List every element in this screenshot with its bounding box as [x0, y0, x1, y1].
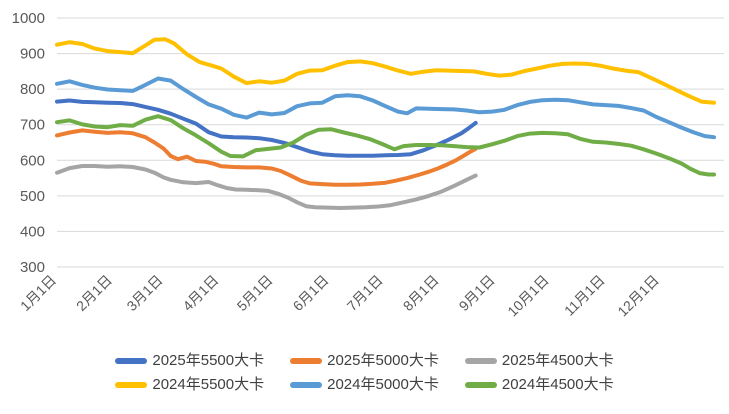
x-axis-tick-label: 11月1日	[561, 272, 608, 319]
legend-label: 2025年5500大卡	[152, 352, 265, 369]
x-axis-tick-label: 2月1日	[73, 272, 115, 314]
legend-row: 2025年5500大卡 2025年5000大卡 2025年4500大卡	[115, 352, 614, 370]
y-axis-tick-label: 800	[20, 81, 45, 98]
series-line-2025年4500大卡	[55, 164, 478, 210]
y-axis-tick-label: 400	[20, 223, 45, 240]
legend-marker-icon	[115, 358, 148, 364]
series-line-2025年5500大卡	[55, 98, 478, 158]
y-axis-tick-label: 1000	[12, 10, 45, 27]
series-line-2024年5000大卡	[55, 76, 716, 140]
legend-marker-icon	[290, 358, 323, 364]
y-axis-tick-label: 300	[20, 259, 45, 276]
legend-marker-icon	[464, 382, 497, 388]
legend-marker-icon	[115, 382, 148, 388]
legend-item: 2024年4500大卡	[464, 376, 614, 394]
legend-label: 2024年5500大卡	[152, 376, 265, 393]
x-axis-tick-label: 6月1日	[290, 272, 332, 314]
legend-label: 2025年4500大卡	[501, 352, 614, 369]
x-axis-tick-label: 10月1日	[504, 272, 552, 320]
legend-label: 2024年4500大卡	[501, 376, 614, 393]
x-axis-tick-label: 1月1日	[17, 272, 59, 314]
x-axis-tick-label: 8月1日	[400, 272, 442, 314]
plot-area: 300 400 500 600 700 800 900 1000 1月1日 2月1日 3月1日 4月1…	[12, 10, 724, 320]
x-axis-tick-label: 9月1日	[456, 272, 498, 314]
chart-legend: 2025年5500大卡 2025年5000大卡 2025年4500大卡 2024年55…	[0, 352, 729, 394]
series-line-2025年5000大卡	[55, 128, 478, 187]
series-line-2024年4500大卡	[55, 114, 716, 177]
legend-item: 2024年5500大卡	[115, 376, 264, 394]
y-axis-tick-label: 700	[20, 117, 45, 134]
x-axis-tick-label: 3月1日	[123, 272, 165, 314]
x-axis-tick-label: 12月1日	[614, 272, 662, 320]
y-axis-tick-label: 900	[20, 46, 45, 63]
legend-marker-icon	[290, 382, 323, 388]
x-axis-tick-label: 4月1日	[179, 272, 221, 314]
legend-item: 2025年5000大卡	[290, 352, 439, 370]
y-axis-tick-label: 500	[20, 188, 45, 205]
x-axis-tick-label: 5月1日	[234, 272, 276, 314]
y-axis-tick-label: 600	[20, 152, 45, 169]
legend-label: 2024年5000大卡	[327, 376, 439, 393]
legend-label: 2025年5000大卡	[327, 352, 439, 369]
legend-marker-icon	[464, 358, 497, 364]
legend-item: 2025年4500大卡	[464, 352, 614, 370]
x-axis-tick-label: 7月1日	[344, 272, 386, 314]
series-line-2024年5500大卡	[55, 37, 716, 105]
legend-item: 2025年5500大卡	[115, 352, 264, 370]
legend-row: 2024年5500大卡 2024年5000大卡 2024年4500大卡	[115, 376, 614, 394]
legend-item: 2024年5000大卡	[290, 376, 439, 394]
